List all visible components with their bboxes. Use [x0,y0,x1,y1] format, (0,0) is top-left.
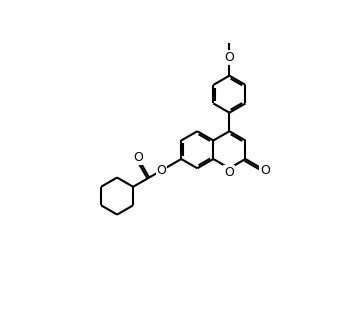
Text: O: O [224,166,234,179]
Text: O: O [157,164,167,177]
Text: O: O [260,164,270,177]
Text: O: O [133,151,143,164]
Text: O: O [224,51,234,64]
